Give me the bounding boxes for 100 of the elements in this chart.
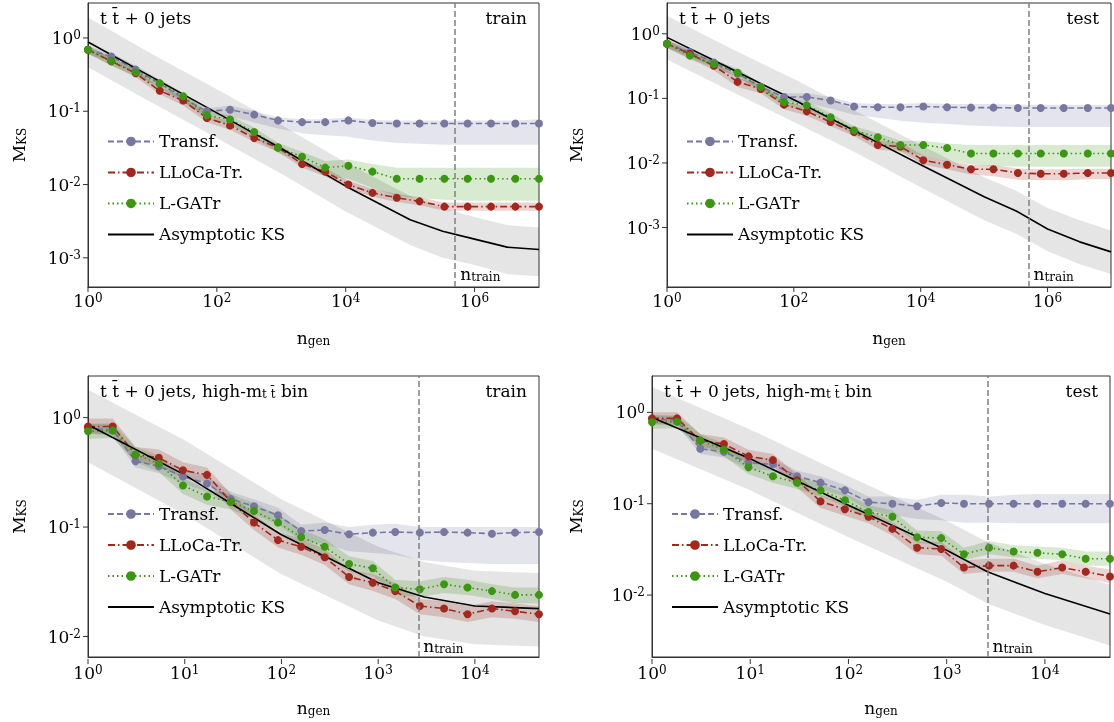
point xyxy=(648,418,656,427)
point xyxy=(321,118,330,127)
point xyxy=(415,174,424,183)
point xyxy=(321,163,330,172)
point xyxy=(1033,499,1042,508)
point xyxy=(440,174,449,183)
point xyxy=(959,499,968,508)
chart-title: t t̄ + 0 jets xyxy=(679,6,771,28)
point xyxy=(1058,563,1067,572)
ref-line-label: ntrain xyxy=(423,636,464,656)
point xyxy=(937,498,946,507)
point xyxy=(250,110,259,119)
point xyxy=(226,105,235,114)
legend-label: L-GATr xyxy=(159,193,222,214)
point xyxy=(943,144,952,153)
point xyxy=(1083,149,1092,158)
point xyxy=(1036,149,1045,158)
point xyxy=(840,486,849,495)
point xyxy=(203,470,212,479)
point xyxy=(368,167,377,176)
point xyxy=(415,119,424,128)
point xyxy=(840,505,849,514)
point xyxy=(826,113,835,122)
point xyxy=(802,93,811,102)
point xyxy=(1081,499,1090,508)
point xyxy=(896,103,905,112)
legend-label: LLoCa-Tr. xyxy=(723,535,808,556)
legend-label: L-GATr xyxy=(159,566,222,587)
point xyxy=(888,512,897,521)
point xyxy=(463,119,472,128)
point xyxy=(391,528,400,537)
point xyxy=(919,102,928,111)
point xyxy=(1059,149,1068,158)
x-axis-title: ngen xyxy=(872,328,906,348)
point xyxy=(463,528,472,537)
y-axis-title: MKS xyxy=(566,499,586,534)
point xyxy=(1013,149,1022,158)
point xyxy=(511,174,520,183)
point xyxy=(1009,499,1018,508)
legend-label: LLoCa-Tr. xyxy=(159,535,244,556)
point xyxy=(249,507,258,516)
x-axis-title: ngen xyxy=(864,698,898,718)
point xyxy=(733,77,742,86)
point xyxy=(368,188,377,197)
point xyxy=(298,160,307,169)
point xyxy=(959,550,968,559)
legend-label: LLoCa-Tr. xyxy=(159,162,244,183)
point xyxy=(179,466,188,475)
point xyxy=(511,528,520,537)
point xyxy=(913,502,922,511)
legend-label: Transf. xyxy=(738,131,799,152)
point xyxy=(487,119,496,128)
point xyxy=(744,452,753,461)
point xyxy=(368,564,377,573)
point xyxy=(298,118,307,127)
point xyxy=(368,528,377,537)
point xyxy=(463,583,472,592)
point xyxy=(816,478,825,487)
legend-label: Asymptotic KS xyxy=(722,597,850,618)
point xyxy=(391,583,400,592)
point xyxy=(913,543,922,552)
annotation: test xyxy=(1066,8,1100,28)
point xyxy=(344,161,353,170)
point xyxy=(440,604,449,613)
point xyxy=(320,526,329,535)
point xyxy=(297,542,306,551)
point xyxy=(816,486,825,495)
point xyxy=(463,202,472,211)
point xyxy=(392,193,401,202)
point xyxy=(1107,149,1114,158)
point xyxy=(535,202,543,211)
y-axis-title: MKS xyxy=(9,499,29,534)
point xyxy=(297,533,306,542)
point xyxy=(816,497,825,506)
point xyxy=(864,508,873,517)
point xyxy=(511,202,520,211)
point xyxy=(966,149,975,158)
point xyxy=(487,587,496,596)
point xyxy=(1106,554,1114,563)
legend-label: L-GATr xyxy=(723,566,786,587)
point xyxy=(989,165,998,174)
point xyxy=(989,103,998,112)
point xyxy=(943,103,952,112)
point xyxy=(320,542,329,551)
point xyxy=(392,119,401,128)
point xyxy=(179,481,188,490)
point xyxy=(826,96,835,105)
ref-line-label: ntrain xyxy=(1033,264,1074,284)
point xyxy=(919,156,928,165)
point xyxy=(155,86,164,95)
x-axis-title: ngen xyxy=(296,328,331,348)
point xyxy=(768,472,777,481)
point xyxy=(535,174,543,183)
point xyxy=(487,174,496,183)
point xyxy=(273,518,282,527)
point xyxy=(511,590,520,599)
annotation: train xyxy=(485,381,528,401)
point xyxy=(1058,550,1067,559)
point xyxy=(1036,169,1045,178)
ref-line-label: ntrain xyxy=(460,264,501,284)
